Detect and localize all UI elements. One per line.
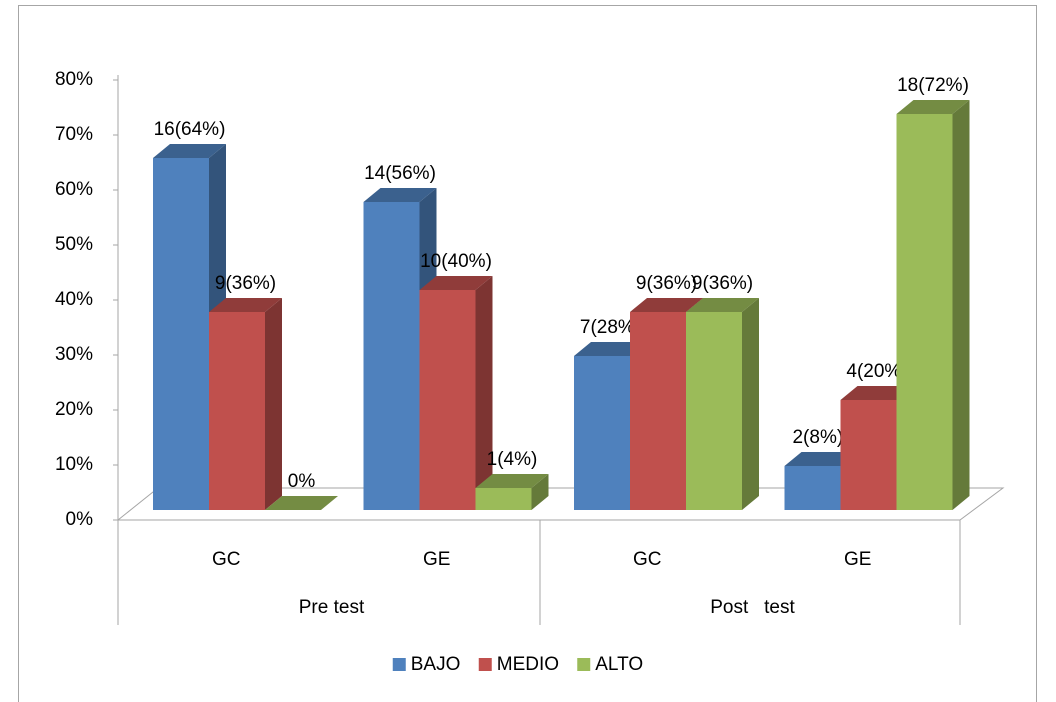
data-label: 4(20%): [846, 361, 907, 382]
data-label: 2(8%)): [792, 427, 849, 448]
y-tick-label: 80%: [55, 69, 93, 90]
bar-top: [419, 276, 493, 290]
bar: [419, 290, 476, 510]
bar: [686, 312, 742, 510]
x-tick-label: GE: [844, 549, 871, 570]
y-tick-label: 60%: [55, 179, 93, 200]
data-label: 14(56%): [364, 163, 436, 184]
bar-top: [574, 342, 647, 356]
data-label: 9(36%): [636, 273, 697, 294]
bar-top: [784, 452, 858, 466]
bar: [896, 114, 953, 510]
bar-side: [265, 298, 282, 510]
bar: [840, 400, 897, 510]
bar: [475, 488, 532, 510]
y-tick-label: 0%: [66, 509, 94, 530]
y-tick-label: 40%: [55, 289, 93, 310]
y-tick-label: 50%: [55, 234, 93, 255]
data-label: 7(28%): [580, 317, 641, 338]
floor: [116, 487, 1005, 521]
y-tick-label: 70%: [55, 124, 93, 145]
bar: [784, 466, 841, 510]
y-tick-label: 20%: [55, 399, 93, 420]
bar-top: [153, 144, 226, 158]
bar-side: [531, 474, 549, 510]
legend-label: MEDIO: [497, 654, 559, 675]
x-tick-label: GE: [423, 549, 450, 570]
bar-top: [475, 474, 549, 488]
bar: [574, 356, 630, 510]
group-label: Pre test: [299, 597, 365, 618]
data-label: 18(72%): [897, 75, 969, 96]
bar-top: [896, 100, 970, 114]
group-label: Post test: [710, 597, 795, 618]
data-label: 9(36%): [692, 273, 753, 294]
data-label: 1(4%): [487, 449, 538, 470]
bar-top: [630, 298, 703, 312]
data-label: 16(64%): [154, 119, 226, 140]
legend-label: ALTO: [595, 654, 643, 675]
bar-side: [952, 100, 970, 510]
data-label: 10(40%): [420, 251, 492, 272]
x-tick-label: GC: [633, 549, 662, 570]
y-tick-label: 10%: [55, 454, 93, 475]
bar-side: [742, 298, 759, 510]
bar: [153, 158, 209, 510]
data-label: 0%: [288, 471, 316, 492]
bar: [630, 312, 686, 510]
bar-top: [363, 188, 437, 202]
bar: [363, 202, 420, 510]
bar-side: [475, 276, 493, 510]
bar-top: [265, 496, 338, 510]
bar-top: [686, 298, 759, 312]
y-tick-label: 30%: [55, 344, 93, 365]
legend-swatch: [577, 658, 591, 671]
x-tick-label: GC: [212, 549, 241, 570]
legend-swatch: [392, 658, 406, 671]
bar-top: [840, 386, 914, 400]
data-label: 9(36%): [215, 273, 276, 294]
legend-swatch: [478, 658, 492, 671]
chart-frame: [18, 5, 1037, 702]
bar-top: [209, 298, 282, 312]
bar: [209, 312, 265, 510]
legend-label: BAJO: [411, 654, 461, 675]
